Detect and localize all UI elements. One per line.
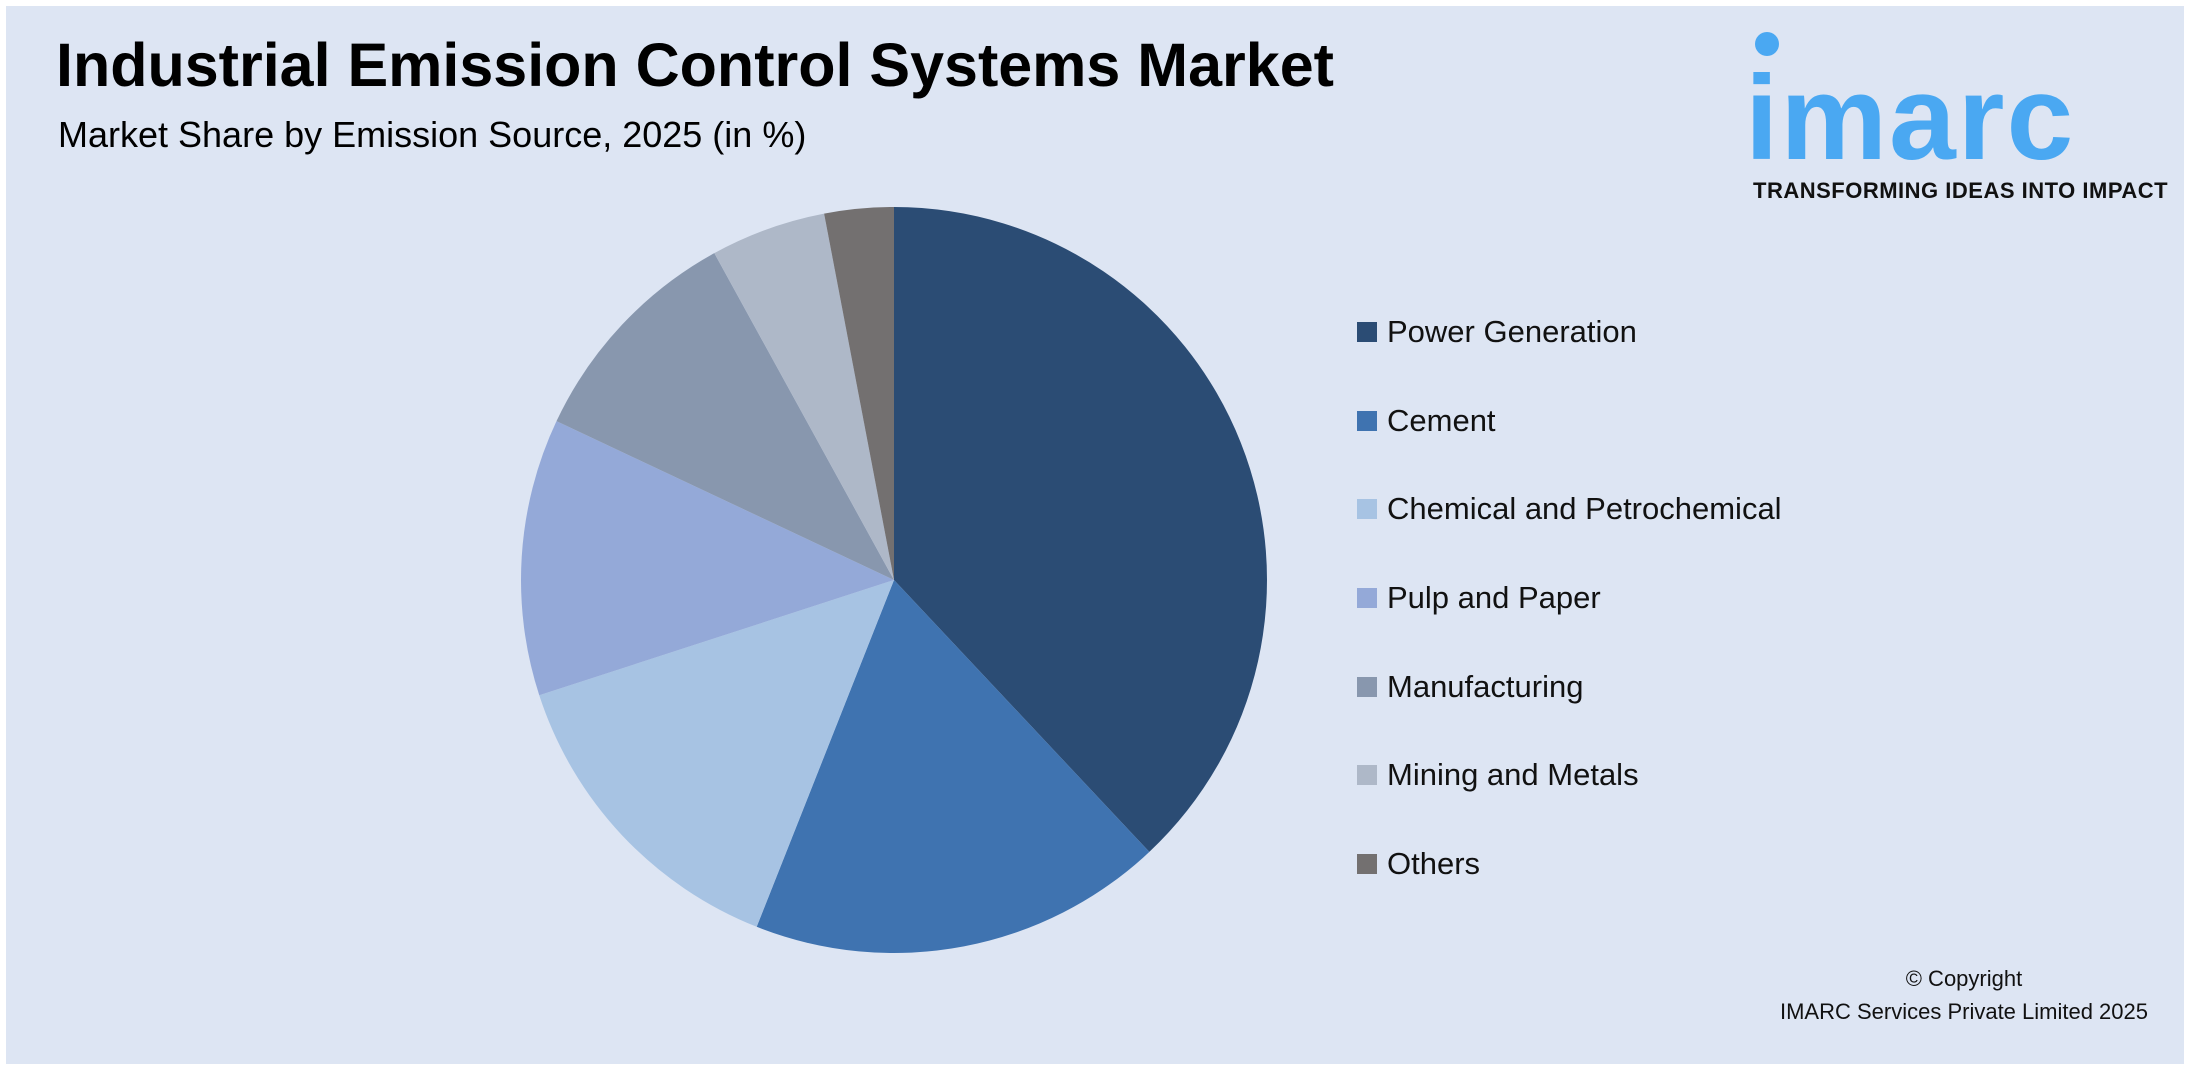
copyright-line2: IMARC Services Private Limited 2025 [1779, 999, 2148, 1024]
legend-swatch [1357, 588, 1377, 609]
legend-item: Pulp and Paper [1357, 554, 1782, 643]
pie-slice-cement [756, 580, 1150, 953]
legend-label: Power Generation [1387, 314, 1637, 350]
pie-slice-chemical-and-petrochemical [539, 580, 894, 927]
logo-dot [1755, 32, 1779, 56]
legend-label: Manufacturing [1387, 668, 1584, 704]
legend-label: Others [1387, 845, 1481, 881]
pie-slice-mining-and-metals [714, 213, 894, 580]
copyright-line1: © Copyright [1905, 966, 2023, 991]
legend-swatch [1357, 410, 1377, 431]
legend-item: Manufacturing [1357, 642, 1782, 731]
legend-label: Cement [1387, 402, 1496, 438]
legend-item: Others [1357, 820, 1782, 909]
legend-label: Mining and Metals [1387, 757, 1639, 793]
legend-label: Pulp and Paper [1387, 580, 1601, 616]
legend-swatch [1357, 499, 1377, 520]
legend-swatch [1357, 322, 1377, 343]
pie-slice-others [824, 207, 894, 580]
chart-subtitle: Market Share by Emission Source, 2025 (i… [58, 114, 807, 155]
legend-label: Chemical and Petrochemical [1387, 491, 1782, 527]
chart-title: Industrial Emission Control Systems Mark… [56, 31, 1334, 99]
legend-swatch [1357, 853, 1377, 874]
pie-slice-manufacturing [556, 253, 894, 580]
logo-wordmark: imarc [1745, 51, 2076, 185]
pie-slice-power-generation [894, 207, 1267, 852]
legend: Power Generation Cement Chemical and Petro… [1357, 288, 1782, 908]
legend-item: Power Generation [1357, 288, 1782, 377]
copyright: © Copyright IMARC Services Private Limit… [1780, 962, 2148, 1028]
logo-tagline: TRANSFORMING IDEAS INTO IMPACT [1753, 178, 2169, 203]
legend-item: Mining and Metals [1357, 731, 1782, 820]
legend-swatch [1357, 676, 1377, 697]
legend-swatch [1357, 765, 1377, 786]
pie-slice-pulp-and-paper [521, 421, 894, 696]
imarc-logo: imarc TRANSFORMING IDEAS INTO IMPACT [1745, 28, 2169, 208]
legend-item: Chemical and Petrochemical [1357, 465, 1782, 554]
legend-item: Cement [1357, 377, 1782, 466]
